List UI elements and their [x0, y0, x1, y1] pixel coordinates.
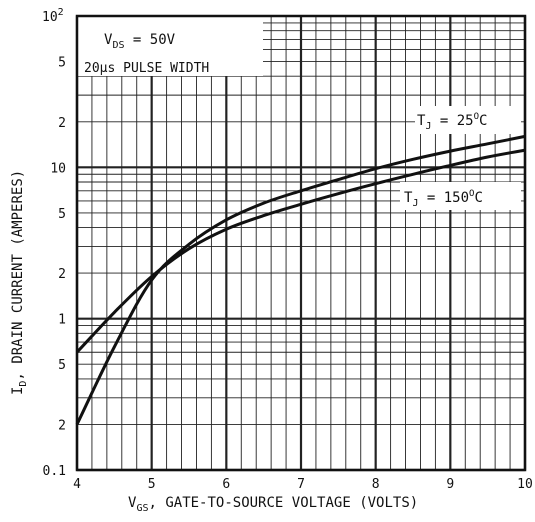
series-label-bg-150: [400, 182, 521, 210]
x-tick-label: 6: [222, 477, 230, 492]
curves: [75, 134, 526, 426]
y-tick-label: 2: [58, 418, 66, 433]
series-label-backgrounds: [400, 106, 521, 210]
x-axis-label: VGS, GATE-TO-SOURCE VOLTAGE (VOLTS): [128, 495, 418, 514]
y-tick-label: 1: [58, 313, 66, 328]
x-tick-labels: 4 5 6 7 8 9 10: [73, 477, 533, 492]
annotation-background: [77, 16, 263, 76]
grid: [75, 16, 527, 472]
vds-annotation: VDS = 50V: [104, 32, 176, 51]
series-label-150c: TJ = 150OC: [404, 189, 483, 209]
y-tick-label: 2: [58, 116, 66, 131]
y-tick-label: 5: [58, 358, 66, 373]
series-label-bg-25: [415, 106, 521, 134]
x-tick-label: 7: [297, 477, 305, 492]
x-tick-label: 8: [372, 477, 380, 492]
y-tick-label: 5: [58, 56, 66, 71]
curve-tj-25c: [75, 134, 526, 426]
series-label-25c: TJ = 25OC: [417, 112, 487, 132]
x-tick-label: 9: [446, 477, 454, 492]
pulse-width-annotation: 20μs PULSE WIDTH: [84, 61, 209, 76]
x-tick-label: 4: [73, 477, 81, 492]
y-tick-label: 2: [58, 267, 66, 282]
y-tick-label: 0.1: [43, 464, 66, 479]
curve-tj-150c: [75, 148, 526, 354]
annotation-box: VDS = 50V 20μs PULSE WIDTH: [77, 16, 263, 76]
y-axis-label: ID, DRAIN CURRENT (AMPERES): [10, 170, 29, 395]
y-tick-label: 102: [42, 7, 64, 25]
y-tick-label: 5: [58, 207, 66, 222]
plot-frame: [75, 14, 527, 472]
y-tick-label: 10: [50, 161, 66, 176]
x-tick-label: 10: [517, 477, 533, 492]
x-tick-label: 5: [148, 477, 156, 492]
